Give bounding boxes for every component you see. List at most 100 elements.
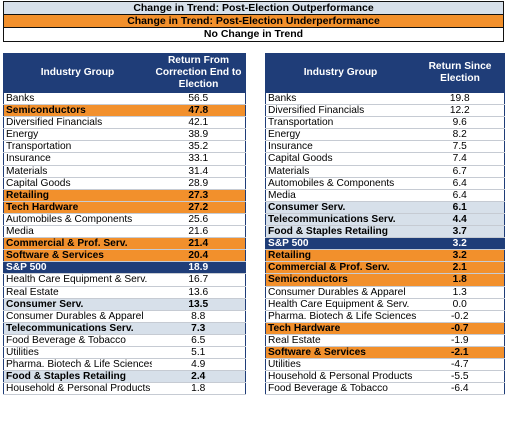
table-row: Materials 6.7 — [265, 165, 505, 178]
return-value-cell: 0.0 — [415, 298, 505, 311]
trend-legend: Change in Trend: Post-Election Outperfor… — [3, 1, 504, 42]
table-row: Consumer Serv. 13.5 — [3, 298, 246, 311]
table-row: Energy 8.2 — [265, 128, 505, 142]
table-row: Household & Personal Products 1.8 — [3, 382, 246, 396]
correction-to-election-table: Industry Group Return From Correction En… — [3, 53, 246, 396]
table-row: Software & Services -2.1 — [265, 346, 505, 360]
return-value-cell: 21.6 — [151, 225, 246, 239]
return-value-cell: 35.2 — [151, 140, 246, 154]
table-row: Commercial & Prof. Serv. 2.1 — [265, 261, 505, 275]
industry-group-cell: Tech Hardware — [3, 201, 152, 214]
table-row: Media 21.6 — [3, 225, 246, 239]
return-value-cell: 20.4 — [151, 249, 246, 263]
return-value-cell: -1.9 — [415, 334, 505, 347]
table-row: Pharma. Biotech & Life Sciences 4.9 — [3, 358, 246, 372]
industry-group-cell: Diversified Financials — [3, 116, 152, 130]
industry-group-cell: Transportation — [265, 116, 416, 130]
industry-group-cell: Health Care Equipment & Serv. — [265, 298, 416, 311]
industry-group-cell: Food Beverage & Tobacco — [265, 382, 416, 396]
legend-no-change: No Change in Trend — [3, 28, 504, 42]
table-body: Banks 56.5 Semiconductors 47.8 Diversified F… — [3, 92, 246, 396]
table-row: Tech Hardware -0.7 — [265, 322, 505, 335]
return-value-cell: -5.5 — [415, 370, 505, 384]
table-row: Materials 31.4 — [3, 165, 246, 178]
table-row: Diversified Financials 12.2 — [265, 104, 505, 118]
return-value-cell: 38.9 — [151, 128, 246, 142]
table-row: Food & Staples Retailing 2.4 — [3, 370, 246, 384]
table-row: Telecommunications Serv. 7.3 — [3, 322, 246, 335]
table-row: Food Beverage & Tobacco -6.4 — [265, 382, 505, 396]
table-row: Media 6.4 — [265, 189, 505, 202]
table-row: Retailing 3.2 — [265, 249, 505, 263]
return-value-cell: 7.5 — [415, 140, 505, 154]
industry-group-cell: Semiconductors — [265, 273, 416, 287]
return-value-cell: 56.5 — [151, 92, 246, 106]
industry-group-cell: S&P 500 — [265, 237, 416, 251]
industry-group-cell: Transportation — [3, 140, 152, 154]
return-value-cell: 12.2 — [415, 104, 505, 118]
return-value-cell: 1.8 — [151, 382, 246, 396]
return-value-cell: 6.7 — [415, 165, 505, 178]
table-row: Consumer Durables & Apparel 8.8 — [3, 310, 246, 323]
return-value-cell: -0.2 — [415, 310, 505, 323]
table-row: Household & Personal Products -5.5 — [265, 370, 505, 384]
industry-group-cell: Software & Services — [265, 346, 416, 360]
industry-group-cell: Consumer Serv. — [265, 201, 416, 214]
table-row: Banks 56.5 — [3, 92, 246, 106]
industry-group-cell: Pharma. Biotech & Life Sciences — [265, 310, 416, 323]
table-row: Automobiles & Components 25.6 — [3, 213, 246, 227]
industry-group-cell: Retailing — [265, 249, 416, 263]
industry-group-cell: Banks — [3, 92, 152, 106]
return-value-cell: 2.4 — [151, 370, 246, 384]
table-row: Pharma. Biotech & Life Sciences -0.2 — [265, 310, 505, 323]
industry-group-cell: Tech Hardware — [265, 322, 416, 335]
table-row: Energy 38.9 — [3, 128, 246, 142]
return-value-cell: 25.6 — [151, 213, 246, 227]
industry-group-cell: Real Estate — [265, 334, 416, 347]
industry-group-cell: Capital Goods — [3, 177, 152, 190]
return-value-cell: 13.6 — [151, 286, 246, 299]
return-value-cell: -6.4 — [415, 382, 505, 396]
table-row: Real Estate -1.9 — [265, 334, 505, 347]
industry-group-cell: Telecommunications Serv. — [3, 322, 152, 335]
industry-group-cell: Pharma. Biotech & Life Sciences — [3, 358, 152, 372]
return-value-cell: 28.9 — [151, 177, 246, 190]
return-value-cell: 8.8 — [151, 310, 246, 323]
table-row: Tech Hardware 27.2 — [3, 201, 246, 214]
table-row: Software & Services 20.4 — [3, 249, 246, 263]
industry-group-cell: Food & Staples Retailing — [265, 225, 416, 239]
return-value-cell: -2.1 — [415, 346, 505, 360]
return-value-cell: 1.3 — [415, 286, 505, 299]
return-value-cell: 6.5 — [151, 334, 246, 347]
return-value-cell: 31.4 — [151, 165, 246, 178]
table-row: Health Care Equipment & Serv. 16.7 — [3, 273, 246, 287]
return-value-cell: 3.7 — [415, 225, 505, 239]
table-header-row: Industry Group Return Since Election — [265, 53, 505, 93]
return-value-cell: -4.7 — [415, 358, 505, 372]
return-value-cell: 7.4 — [415, 152, 505, 166]
industry-group-cell: Utilities — [3, 346, 152, 360]
column-header-return-since-election: Return Since Election — [415, 53, 505, 93]
industry-group-cell: Food & Staples Retailing — [3, 370, 152, 384]
table-row: Automobiles & Components 6.4 — [265, 177, 505, 190]
table-row: Consumer Serv. 6.1 — [265, 201, 505, 214]
column-header-industry-group: Industry Group — [265, 53, 416, 93]
return-value-cell: 3.2 — [415, 249, 505, 263]
table-row: Utilities -4.7 — [265, 358, 505, 372]
return-value-cell: -0.7 — [415, 322, 505, 335]
return-value-cell: 16.7 — [151, 273, 246, 287]
return-value-cell: 5.1 — [151, 346, 246, 360]
return-value-cell: 1.8 — [415, 273, 505, 287]
return-value-cell: 4.9 — [151, 358, 246, 372]
industry-group-cell: Insurance — [3, 152, 152, 166]
industry-group-cell: Commercial & Prof. Serv. — [3, 237, 152, 251]
table-row: Capital Goods 28.9 — [3, 177, 246, 190]
industry-group-cell: Media — [265, 189, 416, 202]
return-value-cell: 42.1 — [151, 116, 246, 130]
industry-group-cell: Capital Goods — [265, 152, 416, 166]
legend-underperformance: Change in Trend: Post-Election Underperf… — [3, 14, 504, 28]
industry-group-cell: Real Estate — [3, 286, 152, 299]
industry-group-cell: Household & Personal Products — [265, 370, 416, 384]
return-value-cell: 33.1 — [151, 152, 246, 166]
table-row: Health Care Equipment & Serv. 0.0 — [265, 298, 505, 311]
